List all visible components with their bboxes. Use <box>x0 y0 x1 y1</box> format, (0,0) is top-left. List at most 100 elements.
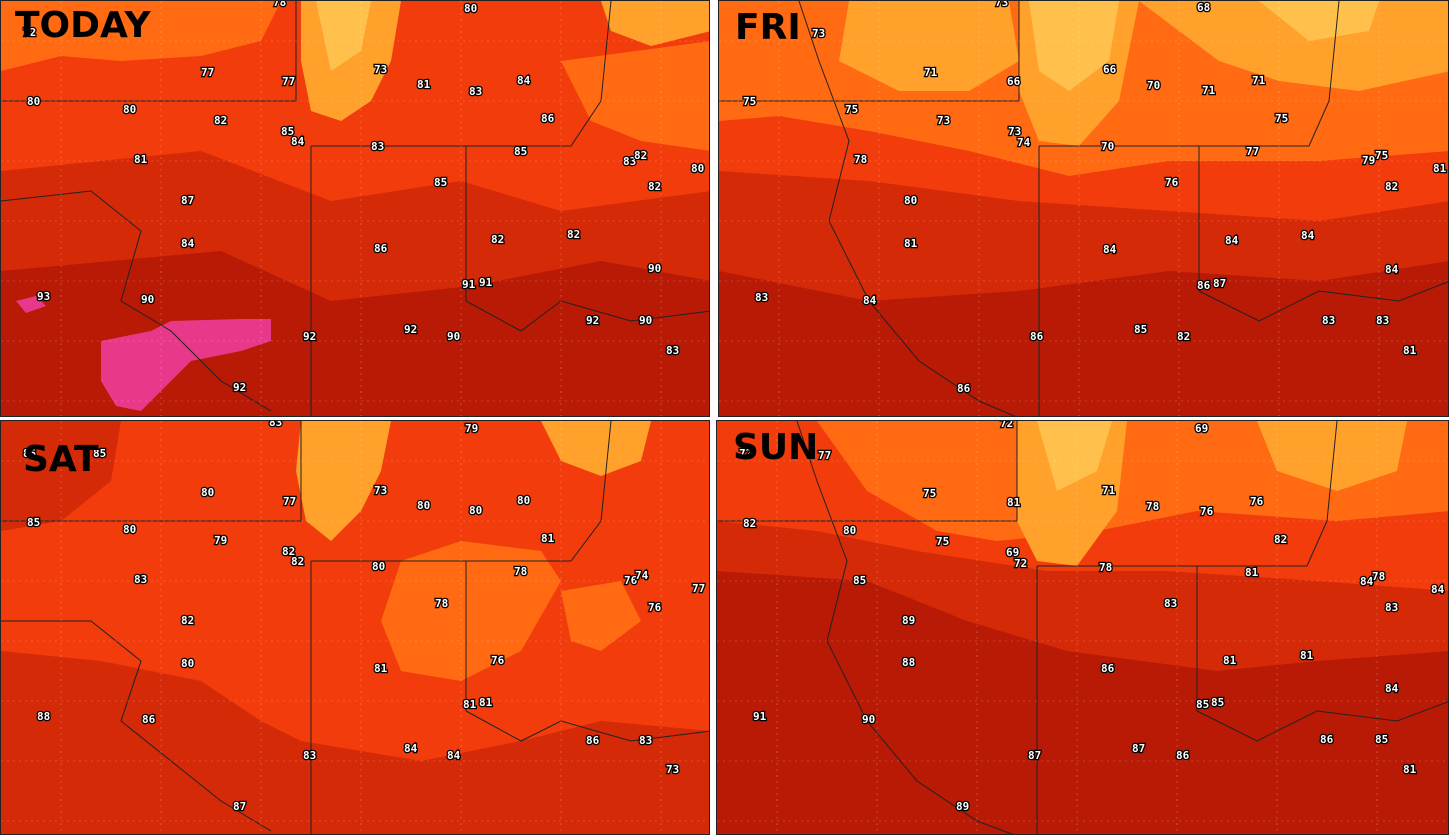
map-panel-fri: 73 73 68 71 66 66 70 71 71 75 75 73 73 7… <box>718 0 1449 417</box>
temp-label: 84 <box>404 742 418 755</box>
lake-cool-core <box>1037 421 1112 491</box>
temp-label: 81 <box>134 153 148 166</box>
temp-label: 82 <box>1177 330 1190 343</box>
temp-label: 87 <box>233 800 246 813</box>
temp-label: 82 <box>634 149 647 162</box>
temp-label: 83 <box>371 140 384 153</box>
temp-label: 88 <box>37 710 50 723</box>
temp-label: 70 <box>1147 79 1160 92</box>
map-panel-today: 72 78 80 77 77 73 81 83 84 80 80 82 85 8… <box>0 0 710 417</box>
temp-label: 87 <box>1132 742 1145 755</box>
temp-label: 84 <box>1385 682 1399 695</box>
temp-label: 78 <box>854 153 867 166</box>
temp-label: 72 <box>1000 421 1013 430</box>
temp-label: 80 <box>843 524 856 537</box>
temp-label: 86 <box>142 713 156 726</box>
day-label: FRI <box>735 7 801 48</box>
temp-label: 75 <box>1275 112 1288 125</box>
temp-label: 75 <box>845 103 858 116</box>
temp-label: 80 <box>691 162 704 175</box>
mild-area <box>1 1 281 71</box>
temp-label: 73 <box>666 763 679 776</box>
temp-label: 85 <box>27 516 40 529</box>
temp-label: 86 <box>957 382 971 395</box>
temp-label: 73 <box>812 27 825 40</box>
temp-label: 91 <box>479 276 493 289</box>
temperature-labels: 72 77 72 69 75 81 71 78 76 76 82 80 75 6… <box>738 421 1446 814</box>
temp-label: 90 <box>862 713 875 726</box>
temperature-labels: 73 73 68 71 66 66 70 71 71 75 75 73 73 7… <box>742 1 1448 396</box>
temp-label: 81 <box>374 662 388 675</box>
temp-label: 82 <box>1274 533 1287 546</box>
temp-label: 81 <box>1007 496 1021 509</box>
temp-label: 82 <box>214 114 227 127</box>
temp-label: 78 <box>1372 570 1385 583</box>
temp-label: 77 <box>283 495 296 508</box>
temp-label: 90 <box>141 293 154 306</box>
mild-area <box>561 581 641 651</box>
temp-label: 83 <box>1322 314 1335 327</box>
temp-label: 78 <box>514 565 527 578</box>
temp-label: 84 <box>1301 229 1315 242</box>
temp-label: 76 <box>1250 495 1264 508</box>
temp-label: 72 <box>739 447 752 460</box>
state-boundaries <box>1 1 709 416</box>
temp-label: 84 <box>1360 575 1374 588</box>
temp-label: 89 <box>902 614 915 627</box>
temperature-map: 72 77 72 69 75 81 71 78 76 76 82 80 75 6… <box>717 421 1448 834</box>
temp-label: 72 <box>23 26 36 39</box>
temp-label: 81 <box>1223 654 1237 667</box>
lake-cool-core <box>316 1 371 71</box>
lake-michigan <box>296 421 391 541</box>
temp-label: 83 <box>469 85 482 98</box>
lake-cool-core <box>1029 1 1119 91</box>
temp-label: 87 <box>1213 277 1226 290</box>
temp-label: 83 <box>1164 597 1177 610</box>
temp-label: 85 <box>434 176 447 189</box>
very-hot-area <box>717 571 1448 834</box>
temperature-labels: 72 78 80 77 77 73 81 83 84 80 80 82 85 8… <box>22 1 706 395</box>
temp-label: 78 <box>273 1 286 9</box>
temp-label: 85 <box>1134 323 1147 336</box>
temp-label: 73 <box>937 114 950 127</box>
temp-label: 80 <box>372 560 385 573</box>
temp-label: 84 <box>1103 243 1117 256</box>
temp-label: 82 <box>743 517 756 530</box>
temp-label: 76 <box>1200 505 1214 518</box>
temp-label: 80 <box>181 657 194 670</box>
temp-label: 81 <box>1403 344 1417 357</box>
temp-label: 82 <box>567 228 580 241</box>
temp-label: 77 <box>282 75 295 88</box>
temp-label: 71 <box>1202 84 1216 97</box>
temperature-labels: 85 85 83 79 80 77 73 80 80 80 85 80 79 8… <box>22 421 707 814</box>
temp-label: 76 <box>1165 176 1179 189</box>
temp-label: 85 <box>93 447 106 460</box>
hot-area <box>1 421 121 531</box>
temp-label: 74 <box>1017 136 1031 149</box>
state-boundaries <box>1 421 709 834</box>
temp-label: 92 <box>303 330 316 343</box>
temp-label: 77 <box>818 449 831 462</box>
temp-label: 79 <box>1362 154 1375 167</box>
temp-label: 91 <box>462 278 476 291</box>
temp-label: 78 <box>1146 500 1159 513</box>
temp-label: 73 <box>374 63 387 76</box>
very-hot-area <box>719 261 1448 416</box>
temp-label: 81 <box>463 698 477 711</box>
temp-label: 76 <box>648 601 662 614</box>
temp-label: 76 <box>624 574 638 587</box>
temp-label: 75 <box>1375 149 1388 162</box>
temp-label: 84 <box>1431 583 1445 596</box>
temp-label: 92 <box>586 314 599 327</box>
temp-label: 89 <box>956 800 969 813</box>
temp-label: 66 <box>1007 75 1021 88</box>
lat-lon-grid <box>1 421 709 834</box>
temp-label: 68 <box>1197 1 1210 14</box>
temp-label: 85 <box>853 574 866 587</box>
temp-label: 73 <box>374 484 387 497</box>
lake-cool-core <box>1259 1 1379 41</box>
temp-label: 77 <box>1246 145 1259 158</box>
day-label: SAT <box>23 439 99 480</box>
lat-lon-grid <box>1 1 709 416</box>
temp-label: 84 <box>447 749 461 762</box>
